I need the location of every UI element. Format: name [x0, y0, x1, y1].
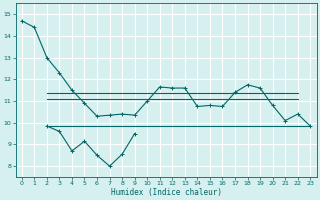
- X-axis label: Humidex (Indice chaleur): Humidex (Indice chaleur): [110, 188, 221, 197]
